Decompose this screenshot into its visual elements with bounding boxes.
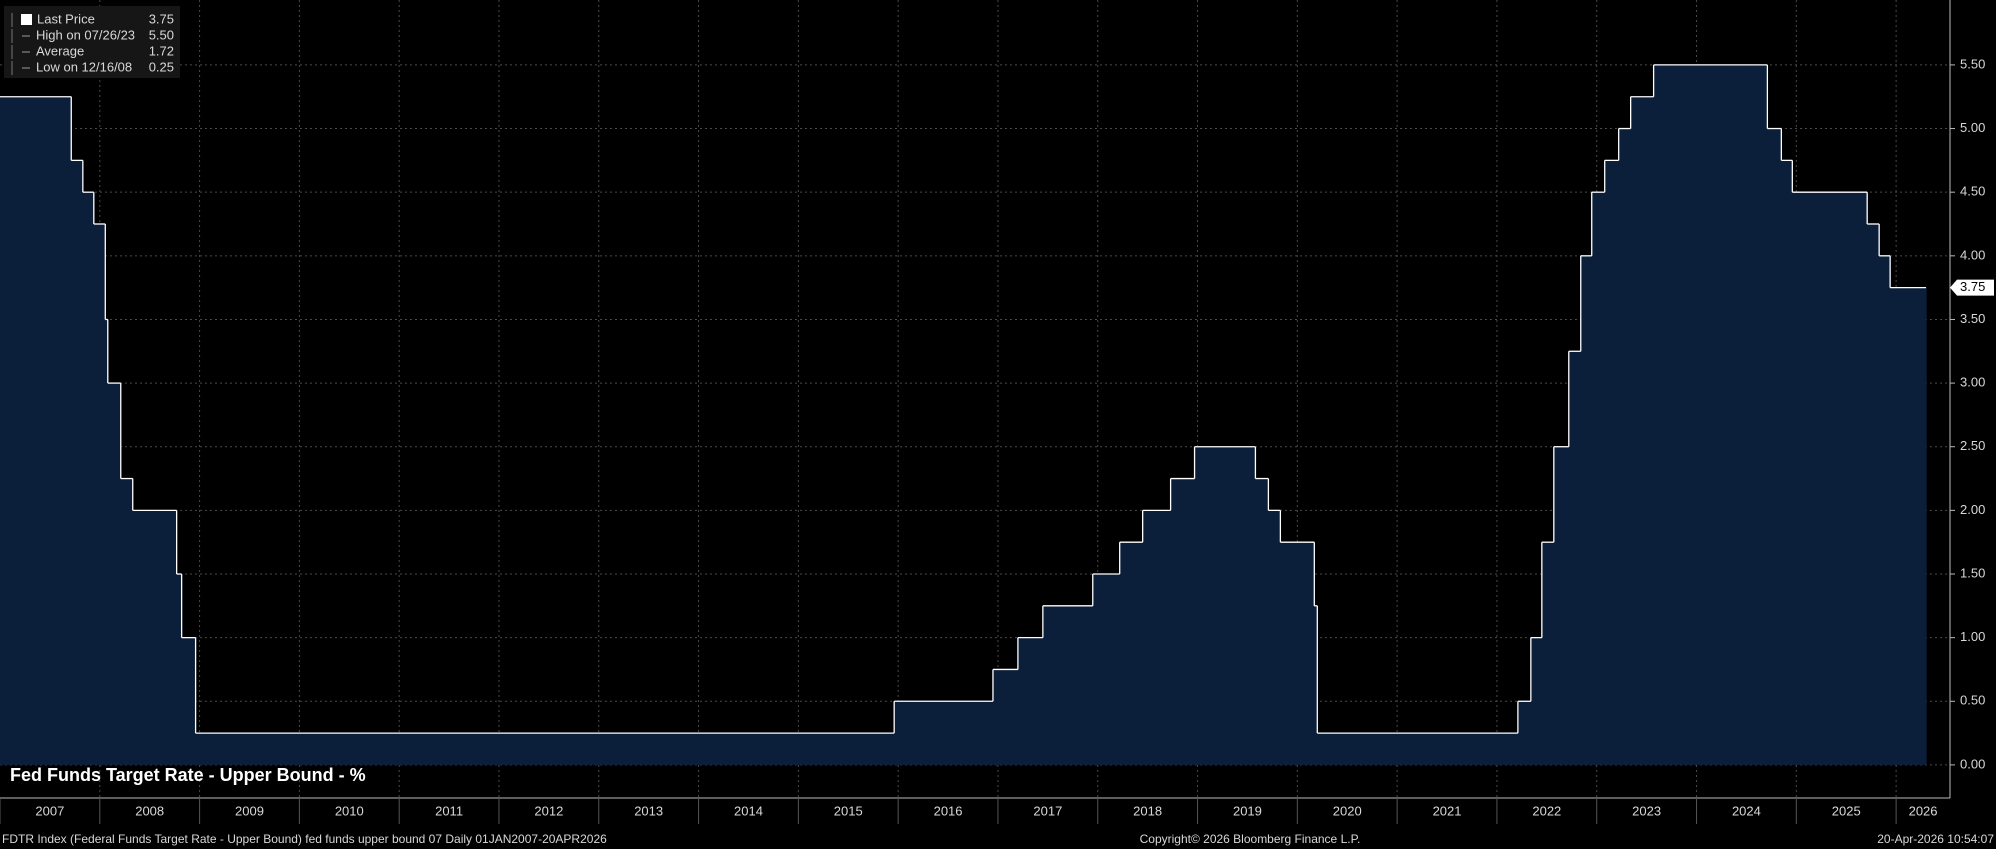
area-segment (1792, 192, 1868, 765)
legend-value: 5.50 (149, 27, 174, 42)
area-segment (82, 192, 95, 765)
x-tick-label: 2007 (35, 803, 64, 818)
area-segment (107, 383, 122, 765)
x-tick-label: 2015 (834, 803, 863, 818)
y-tick-label: 3.50 (1960, 311, 1985, 326)
x-tick-label: 2016 (934, 803, 963, 818)
x-tick-label: 2026 (1909, 803, 1938, 818)
x-tick-label: 2023 (1632, 803, 1661, 818)
area-segment (1280, 542, 1315, 765)
area-segment (1119, 542, 1144, 765)
area-segment (1618, 128, 1632, 765)
area-segment (1142, 510, 1172, 765)
area-segment (1653, 64, 1768, 765)
area-segment (1194, 446, 1257, 765)
y-tick-label: 5.00 (1960, 120, 1985, 135)
y-tick-label: 4.00 (1960, 247, 1985, 262)
plot (0, 0, 1950, 798)
x-tick-label: 2014 (734, 803, 763, 818)
legend-box (4, 6, 180, 78)
x-tick-label: 2020 (1333, 803, 1362, 818)
x-tick-label: 2025 (1832, 803, 1861, 818)
legend-label: Low on 12/16/08 (36, 59, 132, 74)
area-segment (1042, 605, 1094, 765)
area-segment (181, 637, 197, 765)
y-tick-label: 0.50 (1960, 693, 1985, 708)
y-tick-label: 4.50 (1960, 184, 1985, 199)
area-segment (176, 574, 183, 765)
x-tick-label: 2008 (135, 803, 164, 818)
area-segment (1604, 160, 1620, 765)
area-segment (1255, 478, 1269, 765)
x-tick-label: 2022 (1532, 803, 1561, 818)
area-segment (1591, 192, 1606, 765)
x-tick-label: 2017 (1033, 803, 1062, 818)
x-tick-label: 2013 (634, 803, 663, 818)
legend-label: Last Price (37, 11, 95, 26)
last-price-label: 3.75 (1960, 279, 1985, 294)
x-tick-label: 2019 (1233, 803, 1262, 818)
legend-label: High on 07/26/23 (36, 27, 135, 42)
area-segment (894, 701, 994, 765)
footer-center: Copyright© 2026 Bloomberg Finance L.P. (1140, 832, 1361, 846)
y-tick-label: 2.00 (1960, 502, 1985, 517)
legend-label: Average (36, 43, 84, 58)
area-segment (1580, 255, 1593, 765)
x-tick-label: 2024 (1732, 803, 1761, 818)
area-segment (0, 96, 72, 765)
footer-right: 20-Apr-2026 10:54:07 (1877, 832, 1994, 846)
area-segment (1314, 605, 1318, 765)
y-tick-label: 1.00 (1960, 629, 1985, 644)
area-segment (1268, 510, 1281, 765)
area-segment (1170, 478, 1196, 765)
area-segment (1568, 351, 1582, 765)
area-segment (1541, 542, 1555, 765)
area-segment (120, 478, 134, 765)
area-segment (195, 733, 895, 765)
legend: Last Price 3.75 High on 07/26/23 5.50 Averag… (11, 11, 174, 75)
area-segment (1530, 637, 1543, 765)
footer-left: FDTR Index (Federal Funds Target Rate - … (2, 832, 607, 846)
legend-swatch (21, 14, 32, 25)
y-tick-label: 1.50 (1960, 565, 1985, 580)
area-segment (1879, 255, 1891, 765)
y-tick-label: 2.50 (1960, 438, 1985, 453)
x-tick-label: 2011 (435, 803, 463, 818)
x-tick-label: 2009 (235, 803, 264, 818)
area-segment (992, 669, 1019, 765)
area-segment (1781, 160, 1793, 765)
x-tick-label: 2018 (1133, 803, 1162, 818)
area-segment (1867, 224, 1880, 765)
y-tick-label: 5.50 (1960, 56, 1985, 71)
legend-value: 0.25 (149, 59, 174, 74)
area-segment (1017, 637, 1044, 765)
last-price-tag (1950, 279, 1994, 296)
area-segment (93, 224, 106, 765)
legend-value: 1.72 (149, 43, 174, 58)
area-segment (105, 319, 109, 765)
area-segment (1767, 128, 1782, 765)
area-segment (1092, 574, 1121, 765)
area-segment (1630, 96, 1655, 765)
area-segment (1517, 701, 1532, 765)
area-segment (132, 510, 178, 765)
y-tick-label: 3.00 (1960, 375, 1985, 390)
area-segment (1553, 446, 1570, 765)
legend-value: 3.75 (149, 11, 174, 26)
area-segment (1317, 733, 1519, 765)
chart-title: Fed Funds Target Rate - Upper Bound - % (10, 765, 366, 785)
area-segment (71, 160, 84, 765)
area-segment (1890, 287, 1927, 765)
x-tick-label: 2021 (1433, 803, 1462, 818)
x-tick-label: 2010 (335, 803, 364, 818)
x-tick-label: 2012 (534, 803, 563, 818)
y-tick-label: 0.00 (1960, 756, 1985, 771)
